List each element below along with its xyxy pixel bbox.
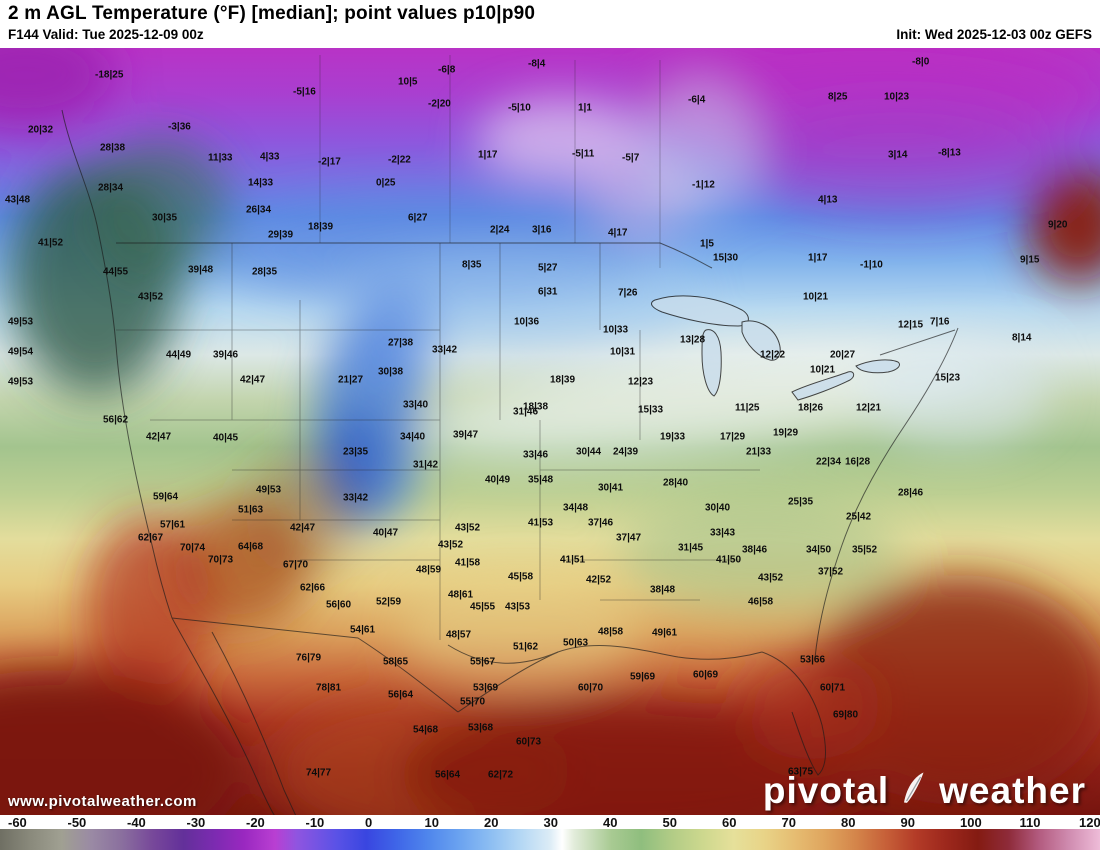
colorbar-tick: 60 [722, 815, 737, 830]
colorbar-tick: 20 [484, 815, 499, 830]
colorbar-tick: 0 [365, 815, 373, 830]
header: 2 m AGL Temperature (°F) [median]; point… [0, 0, 1100, 48]
coastlines-and-borders [61, 109, 959, 815]
colorbar-tick: -40 [127, 815, 146, 830]
brand-logo: pivotal weather [763, 770, 1086, 812]
colorbar-tick: 50 [662, 815, 677, 830]
brand-word-right: weather [939, 770, 1086, 811]
province-borders [319, 55, 661, 268]
colorbar-tick: -30 [186, 815, 206, 830]
colorbar: -60 -50 -40 -30 -20 -10 0 10 20 30 40 50 60 70 80 90 100… [0, 815, 1100, 850]
feather-icon [895, 767, 933, 814]
colorbar-tick: 90 [900, 815, 915, 830]
colorbar-gradient [0, 829, 1100, 850]
colorbar-tick: 40 [603, 815, 618, 830]
map-title: 2 m AGL Temperature (°F) [median]; point… [8, 3, 536, 24]
colorbar-tick: 100 [960, 815, 982, 830]
colorbar-tick: -20 [246, 815, 265, 830]
colorbar-tick: 70 [781, 815, 796, 830]
temperature-map [0, 48, 1100, 815]
colorbar-tick: -60 [8, 815, 27, 830]
colorbar-tick: 80 [841, 815, 856, 830]
colorbar-ticks: -60 -50 -40 -30 -20 -10 0 10 20 30 40 50 60 70 80 90 100… [0, 815, 1100, 830]
great-lakes [651, 295, 901, 401]
colorbar-tick: 10 [424, 815, 439, 830]
valid-time-label: F144 Valid: Tue 2025-12-09 00z [8, 27, 204, 42]
colorbar-tick: -50 [67, 815, 87, 830]
brand-word-left: pivotal [762, 770, 890, 811]
watermark-url: www.pivotalweather.com [8, 793, 197, 810]
colorbar-tick: 110 [1019, 815, 1041, 830]
colorbar-tick: 120 [1079, 815, 1100, 830]
temperature-anomaly-blobs [0, 48, 1100, 815]
init-time-label: Init: Wed 2025-12-03 00z GEFS [896, 27, 1092, 42]
colorbar-tick: -10 [305, 815, 325, 830]
state-borders [116, 243, 760, 640]
colorbar-tick: 30 [543, 815, 558, 830]
